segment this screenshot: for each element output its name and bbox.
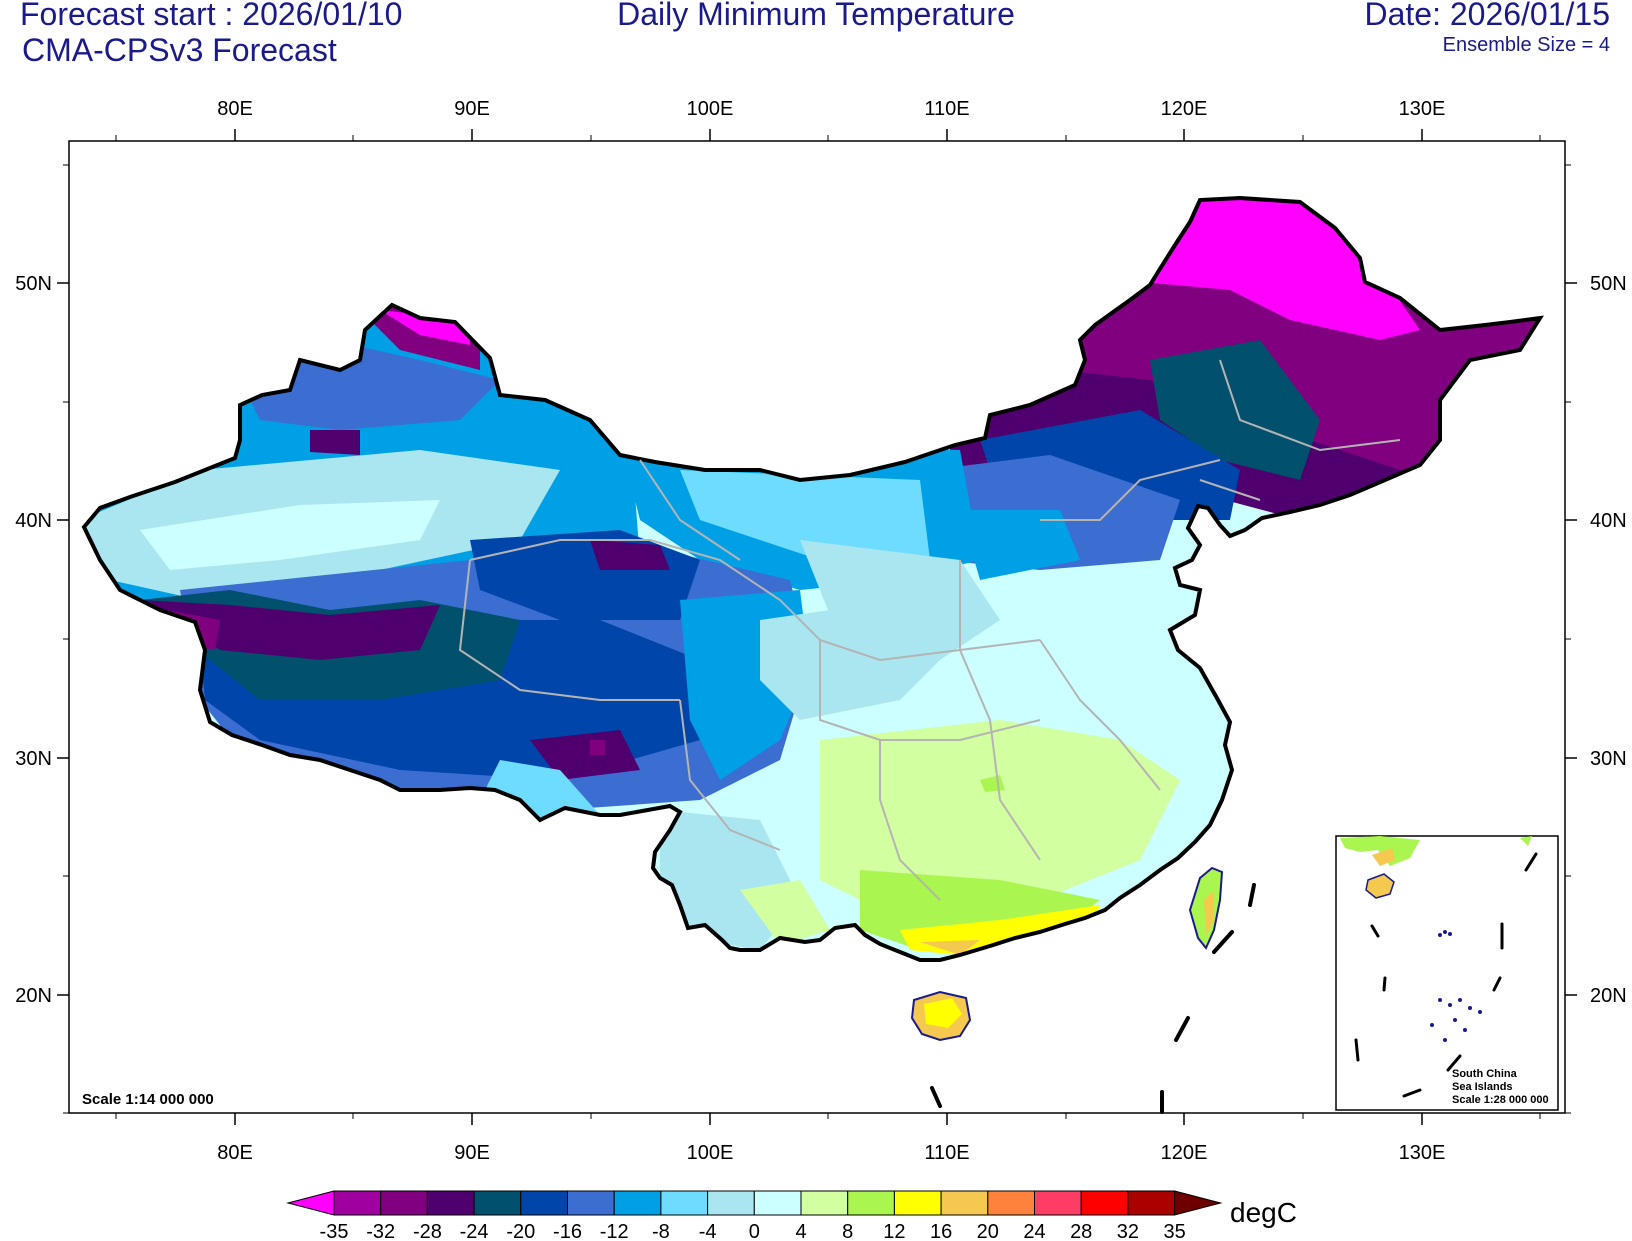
colorbar-swatch	[567, 1190, 615, 1216]
colorbar-swatch	[660, 1190, 709, 1216]
colorbar-level-label: -4	[699, 1221, 717, 1241]
lon-label-bottom: 80E	[217, 1142, 253, 1164]
colorbar-swatch	[473, 1190, 522, 1216]
colorbar-swatch	[426, 1190, 475, 1216]
lon-label-bottom: 120E	[1161, 1142, 1208, 1164]
lon-ticks: 80E 80E 90E 90E 100E 100E 110E 110E 120E 120E 130E…	[115, 98, 1541, 1164]
lat-label-right: 40N	[1590, 510, 1627, 532]
colorbar: -35 -32 -28 -24 -20 -16 -12 -8 -4 0 4 8 12 16 20 24 28 32…	[286, 1190, 1223, 1241]
map-scale-label: Scale 1:14 000 000	[82, 1091, 214, 1108]
nine-dash-line	[930, 883, 1256, 1114]
lon-label-top: 120E	[1161, 98, 1208, 120]
colorbar-level-label: 12	[883, 1221, 905, 1241]
inset-label-line3: Scale 1:28 000 000	[1452, 1094, 1549, 1106]
inset-label-line2: Sea Islands	[1452, 1081, 1513, 1093]
colorbar-level-label: 32	[1117, 1221, 1139, 1241]
colorbar-swatch	[520, 1190, 568, 1216]
lat-label-right: 20N	[1590, 985, 1627, 1007]
lat-label-right: 50N	[1590, 273, 1627, 295]
colorbar-low-arrow	[286, 1190, 335, 1216]
inset-hainan	[1365, 873, 1395, 899]
lat-label-left: 30N	[15, 748, 52, 770]
colorbar-swatch	[707, 1190, 755, 1216]
lon-label-top: 130E	[1399, 98, 1446, 120]
colorbar-swatch	[1127, 1190, 1176, 1216]
lon-label-bottom: 100E	[687, 1142, 734, 1164]
inset-label-line1: South China	[1452, 1068, 1518, 1080]
colorbar-level-label: -8	[652, 1221, 670, 1241]
colorbar-level-label: 20	[977, 1221, 999, 1241]
colorbar-unit-label: degC	[1230, 1197, 1297, 1228]
lat-ticks: 50N 50N 40N 40N 30N 30N 20N 20N	[15, 164, 1627, 1114]
colorbar-level-label: 0	[749, 1221, 760, 1241]
map-title: Daily Minimum Temperature	[617, 0, 1015, 32]
colorbar-level-label: 4	[795, 1221, 806, 1241]
colorbar-swatch	[1080, 1190, 1129, 1216]
valid-date-label: Date: 2026/01/15	[1364, 0, 1610, 32]
colorbar-swatch	[940, 1190, 989, 1216]
lon-label-bottom: 130E	[1399, 1142, 1446, 1164]
province-borders	[458, 359, 1401, 901]
lat-label-left: 50N	[15, 273, 52, 295]
lon-label-top: 110E	[924, 98, 969, 120]
colorbar-level-label: -24	[460, 1221, 489, 1241]
colorbar-level-label: -20	[506, 1221, 535, 1241]
colorbar-level-label: 35	[1163, 1221, 1185, 1241]
colorbar-swatch	[1034, 1190, 1082, 1216]
model-name-label: CMA-CPSv3 Forecast	[22, 32, 337, 68]
colorbar-level-label: 28	[1070, 1221, 1092, 1241]
lon-label-top: 80E	[217, 98, 253, 120]
lat-label-right: 30N	[1590, 748, 1627, 770]
colorbar-level-label: 8	[842, 1221, 853, 1241]
hainan-warm-core	[924, 998, 962, 1028]
lon-label-bottom: 110E	[924, 1142, 969, 1164]
colorbar-level-label: -16	[553, 1221, 582, 1241]
lon-label-top: 100E	[687, 98, 734, 120]
south-china-sea-inset: South China Sea Islands Scale 1:28 000 0…	[1335, 835, 1559, 1111]
colorbar-level-label: -28	[413, 1221, 442, 1241]
colorbar-level-label: 24	[1023, 1221, 1045, 1241]
colorbar-swatch	[613, 1190, 662, 1216]
colorbar-swatch	[380, 1190, 428, 1216]
colorbar-swatch	[800, 1190, 849, 1216]
taiwan-warm-core	[1204, 890, 1214, 935]
colorbar-level-label: -12	[600, 1221, 629, 1241]
colorbar-swatch	[987, 1190, 1035, 1216]
colorbar-high-arrow	[1174, 1190, 1223, 1216]
lat-label-left: 40N	[15, 510, 52, 532]
colorbar-swatch	[847, 1190, 895, 1216]
colorbar-swatch	[753, 1190, 802, 1216]
colorbar-level-label: -32	[366, 1221, 395, 1241]
inset-mainland	[1340, 836, 1420, 866]
colorbar-level-label: 16	[930, 1221, 952, 1241]
ensemble-size-label: Ensemble Size = 4	[1442, 34, 1610, 56]
lat-label-left: 20N	[15, 985, 52, 1007]
lon-label-top: 90E	[454, 98, 490, 120]
colorbar-level-label: -35	[320, 1221, 349, 1241]
forecast-start-label: Forecast start : 2026/01/10	[20, 0, 403, 32]
colorbar-swatch	[893, 1190, 942, 1216]
lon-label-bottom: 90E	[454, 1142, 490, 1164]
colorbar-swatch	[333, 1190, 382, 1216]
